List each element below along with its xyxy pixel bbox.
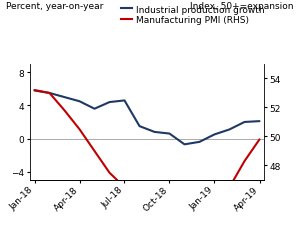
- Legend: Industrial production growth, Manufacturing PMI (RHS): Industrial production growth, Manufactur…: [121, 6, 264, 25]
- Text: Index, 50+=expansion: Index, 50+=expansion: [190, 2, 294, 11]
- Text: Percent, year-on-year: Percent, year-on-year: [6, 2, 103, 11]
